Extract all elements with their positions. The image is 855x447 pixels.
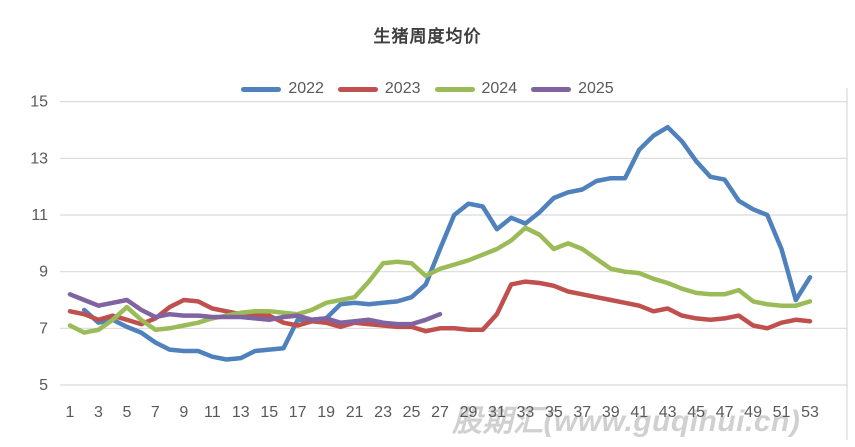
legend-label-2022: 2022 xyxy=(288,80,324,97)
legend-item-2022: 2022 xyxy=(241,80,324,98)
x-axis-tick-label: 31 xyxy=(488,404,506,421)
watermark: 股期汇(www.guqihui.cn) xyxy=(452,405,801,438)
x-axis-tick-label: 51 xyxy=(773,404,791,421)
legend-item-2024: 2024 xyxy=(434,80,518,98)
x-axis-tick-label: 45 xyxy=(687,404,705,421)
legend-label-2025: 2025 xyxy=(578,80,614,97)
y-axis-tick-label: 7 xyxy=(39,320,48,337)
x-axis-tick-label: 9 xyxy=(179,404,188,421)
x-axis-tick-label: 37 xyxy=(573,404,591,421)
y-axis-tick-label: 13 xyxy=(30,150,48,167)
x-axis-tick-label: 47 xyxy=(716,404,734,421)
x-axis-tick-label: 17 xyxy=(289,404,307,421)
x-axis-tick-label: 41 xyxy=(630,404,648,421)
legend-item-2025: 2025 xyxy=(531,80,614,98)
x-axis-tick-label: 13 xyxy=(232,404,250,421)
x-axis-tick-label: 23 xyxy=(374,404,392,421)
y-axis-tick-label: 5 xyxy=(39,377,48,394)
legend-swatch-2025 xyxy=(531,86,572,92)
legend-item-2023: 2023 xyxy=(337,80,421,98)
legend-swatch-2022 xyxy=(241,86,282,92)
x-axis-tick-label: 53 xyxy=(801,404,819,421)
x-axis-tick-label: 3 xyxy=(94,404,103,421)
legend-swatch-2024 xyxy=(434,86,475,92)
chart-title: 生猪周度均价 xyxy=(373,27,482,46)
legend: 2022 2023 2024 2025 xyxy=(0,80,855,98)
legend-label-2024: 2024 xyxy=(481,80,518,97)
x-axis-tick-label: 43 xyxy=(659,404,677,421)
legend-swatch-2023 xyxy=(337,86,378,92)
x-axis-tick-label: 33 xyxy=(516,404,534,421)
x-axis-tick-label: 5 xyxy=(122,404,131,421)
x-axis-tick-label: 27 xyxy=(431,404,449,421)
y-axis-tick-label: 9 xyxy=(39,264,48,281)
series-line-2024 xyxy=(67,225,813,335)
x-axis-tick-label: 15 xyxy=(260,404,278,421)
series-line-2022 xyxy=(81,124,813,362)
y-axis-tick-label: 11 xyxy=(31,207,48,224)
legend-label-2023: 2023 xyxy=(384,80,421,97)
series-line-2025 xyxy=(67,292,443,327)
x-axis-tick-label: 39 xyxy=(602,404,620,421)
x-axis-tick-label: 35 xyxy=(545,404,563,421)
x-axis-tick-label: 25 xyxy=(403,404,421,421)
x-axis-tick-label: 7 xyxy=(151,404,160,421)
x-axis-tick-label: 21 xyxy=(346,404,364,421)
x-axis-tick-label: 49 xyxy=(744,404,762,421)
x-axis-tick-label: 1 xyxy=(66,404,75,421)
x-axis-tick-label: 29 xyxy=(460,404,478,421)
series-line-2023 xyxy=(67,279,813,334)
y-axis-tick-label: 15 xyxy=(30,94,48,111)
x-axis-tick-label: 19 xyxy=(317,404,335,421)
x-axis-tick-label: 11 xyxy=(204,404,221,421)
